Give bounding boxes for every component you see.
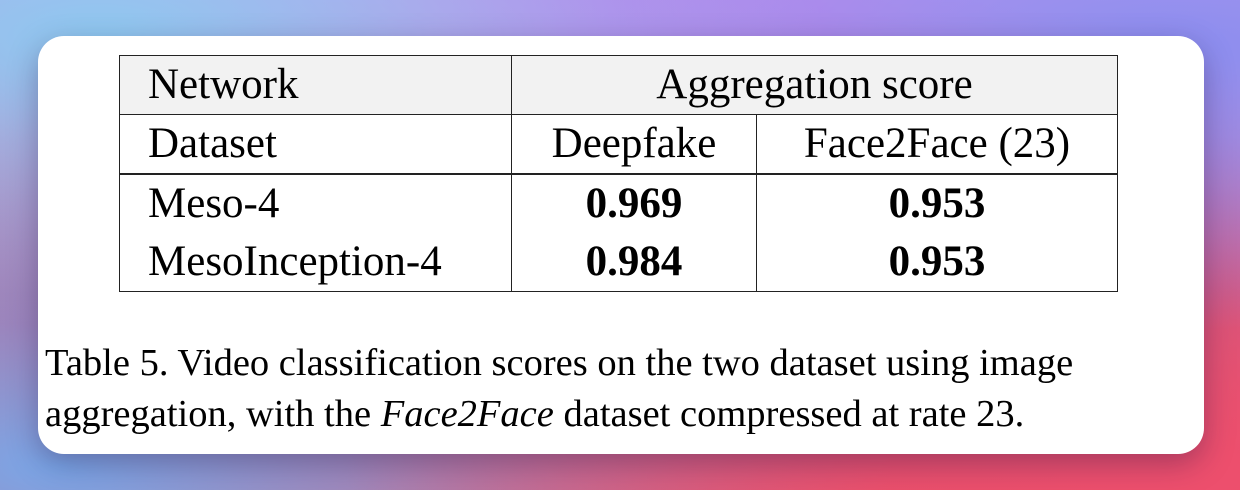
caption-dataset-name: Face2Face	[380, 393, 554, 435]
aggregation-score-header: Aggregation score	[511, 55, 1118, 115]
face2face-score-cell: 0.953	[756, 233, 1118, 292]
paper-snippet-card: Network Aggregation score Dataset Deepfa…	[38, 36, 1204, 454]
table-caption: Table 5. Video classification scores on …	[45, 338, 1201, 440]
caption-text: aggregation, with the	[45, 393, 381, 435]
network-name-cell: MesoInception-4	[119, 233, 512, 292]
caption-line-1: Table 5. Video classification scores on …	[45, 342, 1074, 384]
table-header-row: Network Aggregation score	[119, 55, 1118, 115]
network-name-cell: Meso-4	[119, 174, 512, 233]
deepfake-header: Deepfake	[511, 114, 757, 175]
network-header: Network	[119, 55, 512, 115]
deepfake-score-cell: 0.984	[511, 233, 757, 292]
caption-line-2: aggregation, with the Face2Face dataset …	[45, 389, 1201, 440]
deepfake-score-cell: 0.969	[511, 174, 757, 233]
dataset-header: Dataset	[119, 114, 512, 175]
face2face-score-cell: 0.953	[756, 174, 1118, 233]
table-row: Meso-4 0.969 0.953	[119, 174, 1118, 233]
face2face-header: Face2Face (23)	[756, 114, 1118, 175]
results-table: Network Aggregation score Dataset Deepfa…	[119, 55, 1118, 292]
dataset-header-row: Dataset Deepfake Face2Face (23)	[119, 114, 1118, 175]
caption-text: dataset compressed at rate 23.	[553, 393, 1025, 435]
table-row: MesoInception-4 0.984 0.953	[119, 233, 1118, 292]
